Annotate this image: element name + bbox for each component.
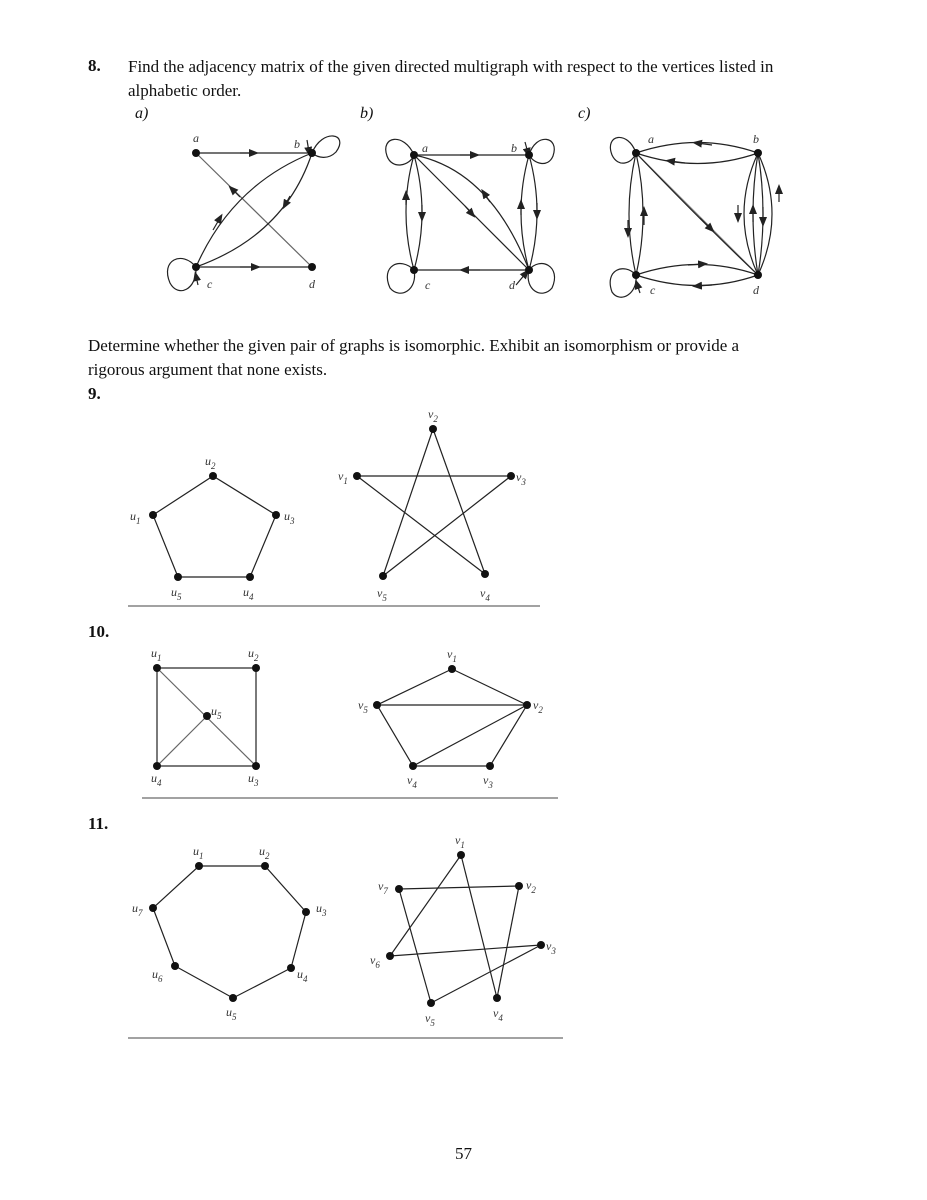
label-11-v1: v1: [455, 833, 465, 850]
label-9-v2: v2: [428, 407, 438, 424]
graph-8c: [609, 136, 783, 298]
problem-8-line-2: alphabetic order.: [128, 81, 242, 100]
label-10-u5: u5: [211, 704, 222, 721]
label-9-v5: v5: [377, 586, 387, 603]
vertex-8a-d: [308, 263, 316, 271]
label-8a-b: b: [294, 137, 300, 151]
label-9-u3: u3: [284, 509, 295, 526]
label-11-u4: u4: [297, 967, 308, 984]
label-8b-c: c: [425, 278, 431, 292]
graph-10-v: [376, 668, 528, 767]
label-8c-a: a: [648, 132, 654, 146]
label-11-u1: u1: [193, 844, 204, 861]
graph-8b: [385, 138, 555, 294]
graph-9-u: [152, 475, 277, 578]
instruction-line-1: Determine whether the given pair of grap…: [88, 336, 740, 355]
part-b-label: b): [360, 105, 373, 122]
graph-9-v: [356, 428, 512, 577]
part-a-label: a): [135, 105, 148, 122]
label-11-u7: u7: [132, 901, 143, 918]
label-10-u4: u4: [151, 771, 162, 788]
label-10-u3: u3: [248, 771, 259, 788]
label-10-v4: v4: [407, 773, 417, 790]
edge-b-c-2: [195, 152, 313, 268]
label-8b-a: a: [422, 141, 428, 155]
label-9-u5: u5: [171, 585, 182, 602]
label-11-u6: u6: [152, 967, 163, 984]
label-10-u1: u1: [151, 646, 162, 663]
label-11-v3: v3: [546, 939, 556, 956]
label-8c-c: c: [650, 283, 656, 297]
vertex-8a-a: [192, 149, 200, 157]
label-9-u2: u2: [205, 454, 216, 471]
graph-10-v-vertices: [373, 665, 531, 770]
edge-d-a: [195, 152, 313, 268]
label-11-v4: v4: [493, 1006, 503, 1023]
label-10-v1: v1: [447, 647, 457, 664]
graph-8a: [167, 135, 341, 292]
graph-9-v-vertices: [353, 425, 515, 580]
graph-11-v-vertices: [386, 851, 545, 1007]
problem-11-number: 11.: [88, 814, 109, 833]
label-11-u3: u3: [316, 901, 327, 918]
edge-c-b-1: [195, 152, 313, 268]
graph-11-u: [152, 865, 307, 999]
label-11-v6: v6: [370, 953, 380, 970]
label-11-v5: v5: [425, 1011, 435, 1028]
loop-c: [167, 257, 197, 292]
problem-9-number: 9.: [88, 384, 101, 403]
label-10-u2: u2: [248, 646, 259, 663]
label-11-u5: u5: [226, 1005, 237, 1022]
label-8a-a: a: [193, 131, 199, 145]
graph-8c-vertices: [632, 149, 762, 279]
label-9-u1: u1: [130, 509, 141, 526]
problem-10-number: 10.: [88, 622, 110, 641]
graph-10-u-vertices: [153, 664, 260, 770]
label-8c-b: b: [753, 132, 759, 146]
part-c-label: c): [578, 105, 590, 122]
label-10-v3: v3: [483, 773, 493, 790]
vertex-8a-b: [308, 149, 316, 157]
page-number: 57: [455, 1144, 472, 1163]
label-8c-d: d: [753, 283, 760, 297]
label-9-u4: u4: [243, 585, 254, 602]
label-8b-b: b: [511, 141, 517, 155]
graph-9-u-vertices: [149, 472, 280, 581]
instruction-line-2: rigorous argument that none exists.: [88, 360, 328, 379]
loop-b: [311, 135, 341, 158]
label-9-v1: v1: [338, 469, 348, 486]
vertex-8a-c: [192, 263, 200, 271]
graph-8a-vertices: [192, 149, 316, 271]
label-11-v7: v7: [378, 879, 388, 896]
label-8a-c: c: [207, 277, 213, 291]
label-11-u2: u2: [259, 844, 270, 861]
label-9-v3: v3: [516, 470, 526, 487]
label-8b-d: d: [509, 278, 516, 292]
label-8a-d: d: [309, 277, 316, 291]
label-9-v4: v4: [480, 586, 490, 603]
label-11-v2: v2: [526, 878, 536, 895]
problem-8-number: 8.: [88, 56, 101, 75]
graph-8b-vertices: [410, 151, 533, 274]
problem-8-line-1: Find the adjacency matrix of the given d…: [128, 57, 774, 76]
graph-11-v: [389, 854, 542, 1004]
graph-11-u-vertices: [149, 862, 310, 1002]
label-10-v5: v5: [358, 698, 368, 715]
label-10-v2: v2: [533, 698, 543, 715]
